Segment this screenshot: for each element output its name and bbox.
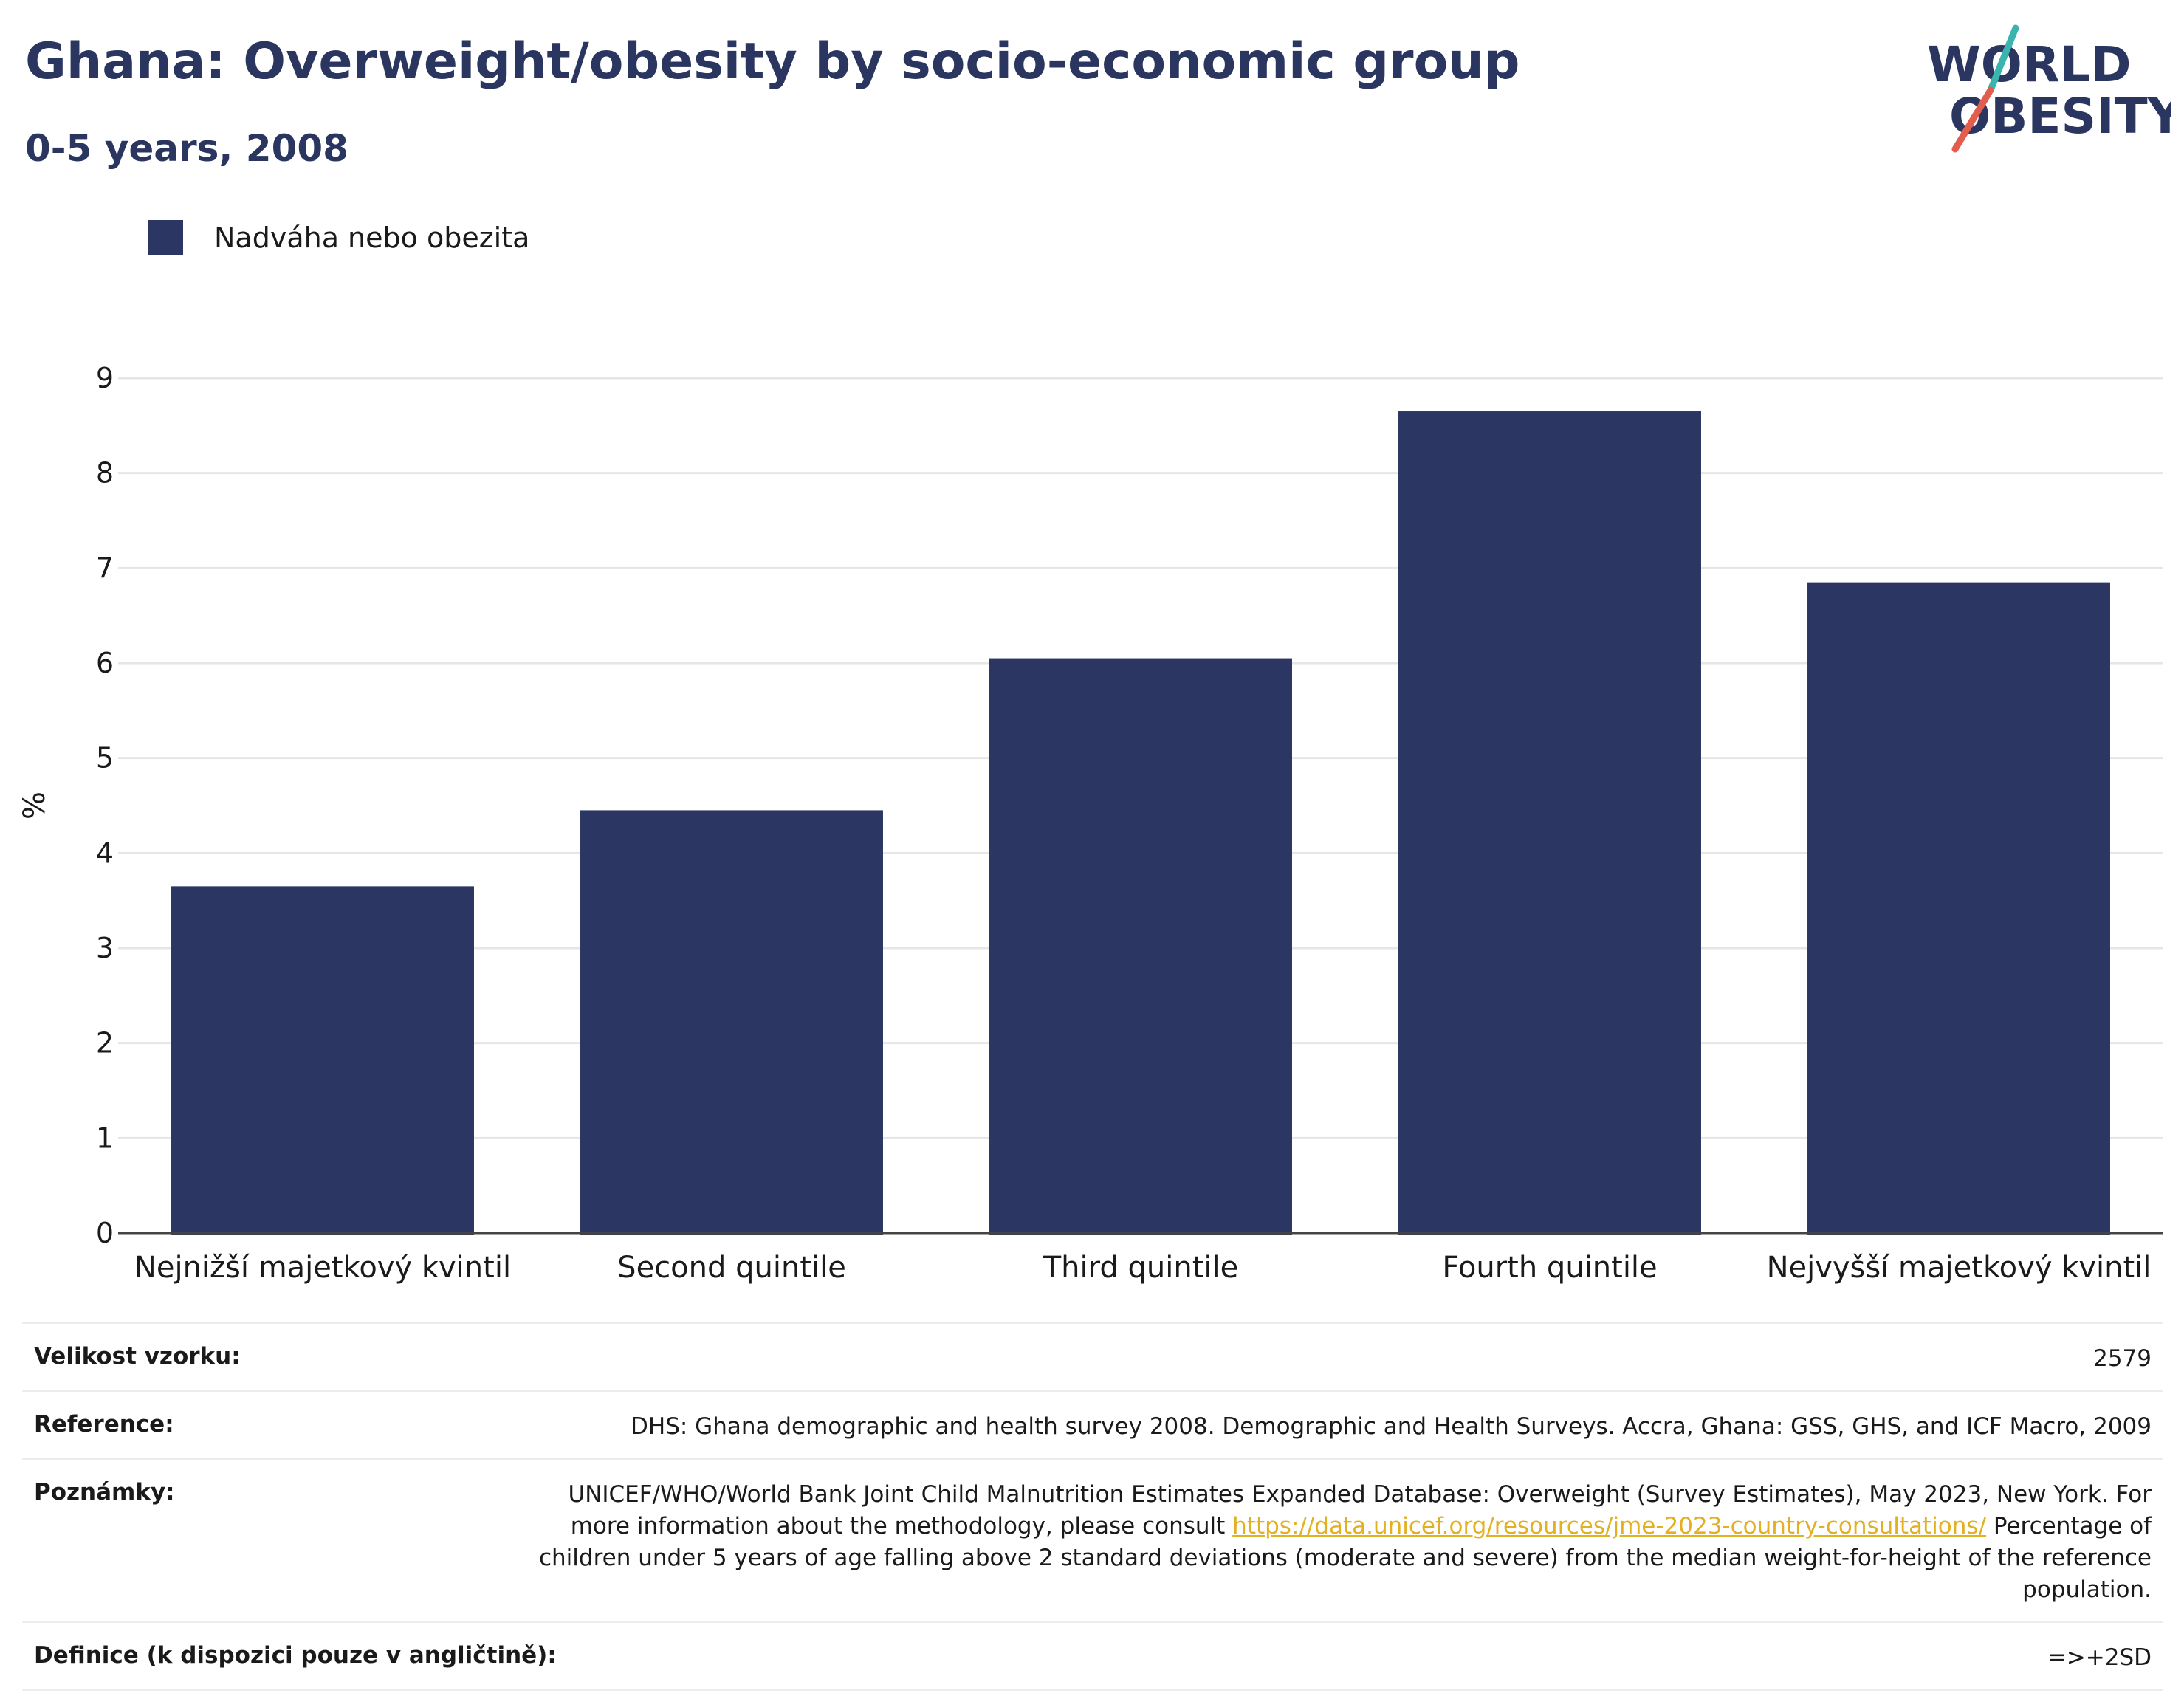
legend-swatch (148, 220, 183, 255)
logo-line1: WORLD (1927, 36, 2132, 93)
x-tick-label: Third quintile (1043, 1251, 1238, 1285)
y-tick-label: 0 (96, 1217, 114, 1249)
bar (171, 886, 474, 1235)
y-tick-label: 7 (96, 552, 114, 584)
logo-line2: OBESITY (1949, 88, 2171, 145)
info-table: Velikost vzorku: 2579 Reference: DHS: Gh… (22, 1322, 2163, 1691)
y-tick-label: 1 (96, 1122, 114, 1154)
bar (1398, 411, 1701, 1235)
info-row-sample: Velikost vzorku: 2579 (22, 1322, 2163, 1390)
info-row-definition: Definice (k dispozici pouze v angličtině… (22, 1621, 2163, 1691)
y-tick-label: 6 (96, 647, 114, 679)
notes-value: UNICEF/WHO/World Bank Joint Child Malnut… (527, 1479, 2152, 1606)
notes-link[interactable]: https://data.unicef.org/resources/jme-20… (1232, 1513, 1987, 1539)
sample-size-label: Velikost vzorku: (34, 1343, 241, 1370)
y-tick-label: 4 (96, 837, 114, 869)
bar (1807, 582, 2110, 1235)
logo-slash-teal (1987, 24, 2019, 94)
x-tick-label: Second quintile (617, 1251, 846, 1285)
y-tick-label: 3 (96, 932, 114, 964)
world-obesity-logo: WORLD OBESITY (1927, 24, 2171, 153)
legend-label: Nadváha nebo obezita (214, 222, 530, 254)
notes-text-2: Percentage of children under 5 years of … (538, 1513, 2152, 1603)
notes-text-1: UNICEF/WHO/World Bank Joint Child Malnut… (568, 1481, 2152, 1539)
x-tick-label: Fourth quintile (1442, 1251, 1657, 1285)
info-row-reference: Reference: DHS: Ghana demographic and he… (22, 1390, 2163, 1458)
bar-chart: 0 1 2 3 4 5 6 7 8 9% Nejnižší majetkový kvintil Sec… (18, 362, 2163, 1285)
bar (580, 810, 883, 1235)
y-tick-label: 5 (96, 742, 114, 775)
sample-size-value: 2579 (2093, 1345, 2152, 1372)
notes-label: Poznámky: (34, 1479, 175, 1506)
logo-slash-red (1951, 86, 1994, 153)
definition-value: =>+2SD (2047, 1644, 2152, 1671)
info-row-notes: Poznámky: UNICEF/WHO/World Bank Joint Ch… (22, 1458, 2163, 1621)
legend: Nadváha nebo obezita (148, 220, 529, 255)
x-tick-label: Nejnižší majetkový kvintil (134, 1251, 511, 1285)
chart-title: Ghana: Overweight/obesity by socio-econo… (25, 32, 1520, 91)
bar (989, 658, 1292, 1235)
y-tick-label: 2 (96, 1027, 114, 1060)
x-tick-label: Nejvyšší majetkový kvintil (1767, 1251, 2152, 1285)
y-tick-label: 9 (96, 362, 114, 394)
y-axis-label: % (18, 792, 52, 820)
reference-label: Reference: (34, 1411, 174, 1438)
reference-value: DHS: Ghana demographic and health survey… (631, 1413, 2152, 1440)
y-tick-label: 8 (96, 457, 114, 490)
definition-label: Definice (k dispozici pouze v angličtině… (34, 1642, 557, 1669)
chart-subtitle: 0-5 years, 2008 (25, 127, 348, 170)
